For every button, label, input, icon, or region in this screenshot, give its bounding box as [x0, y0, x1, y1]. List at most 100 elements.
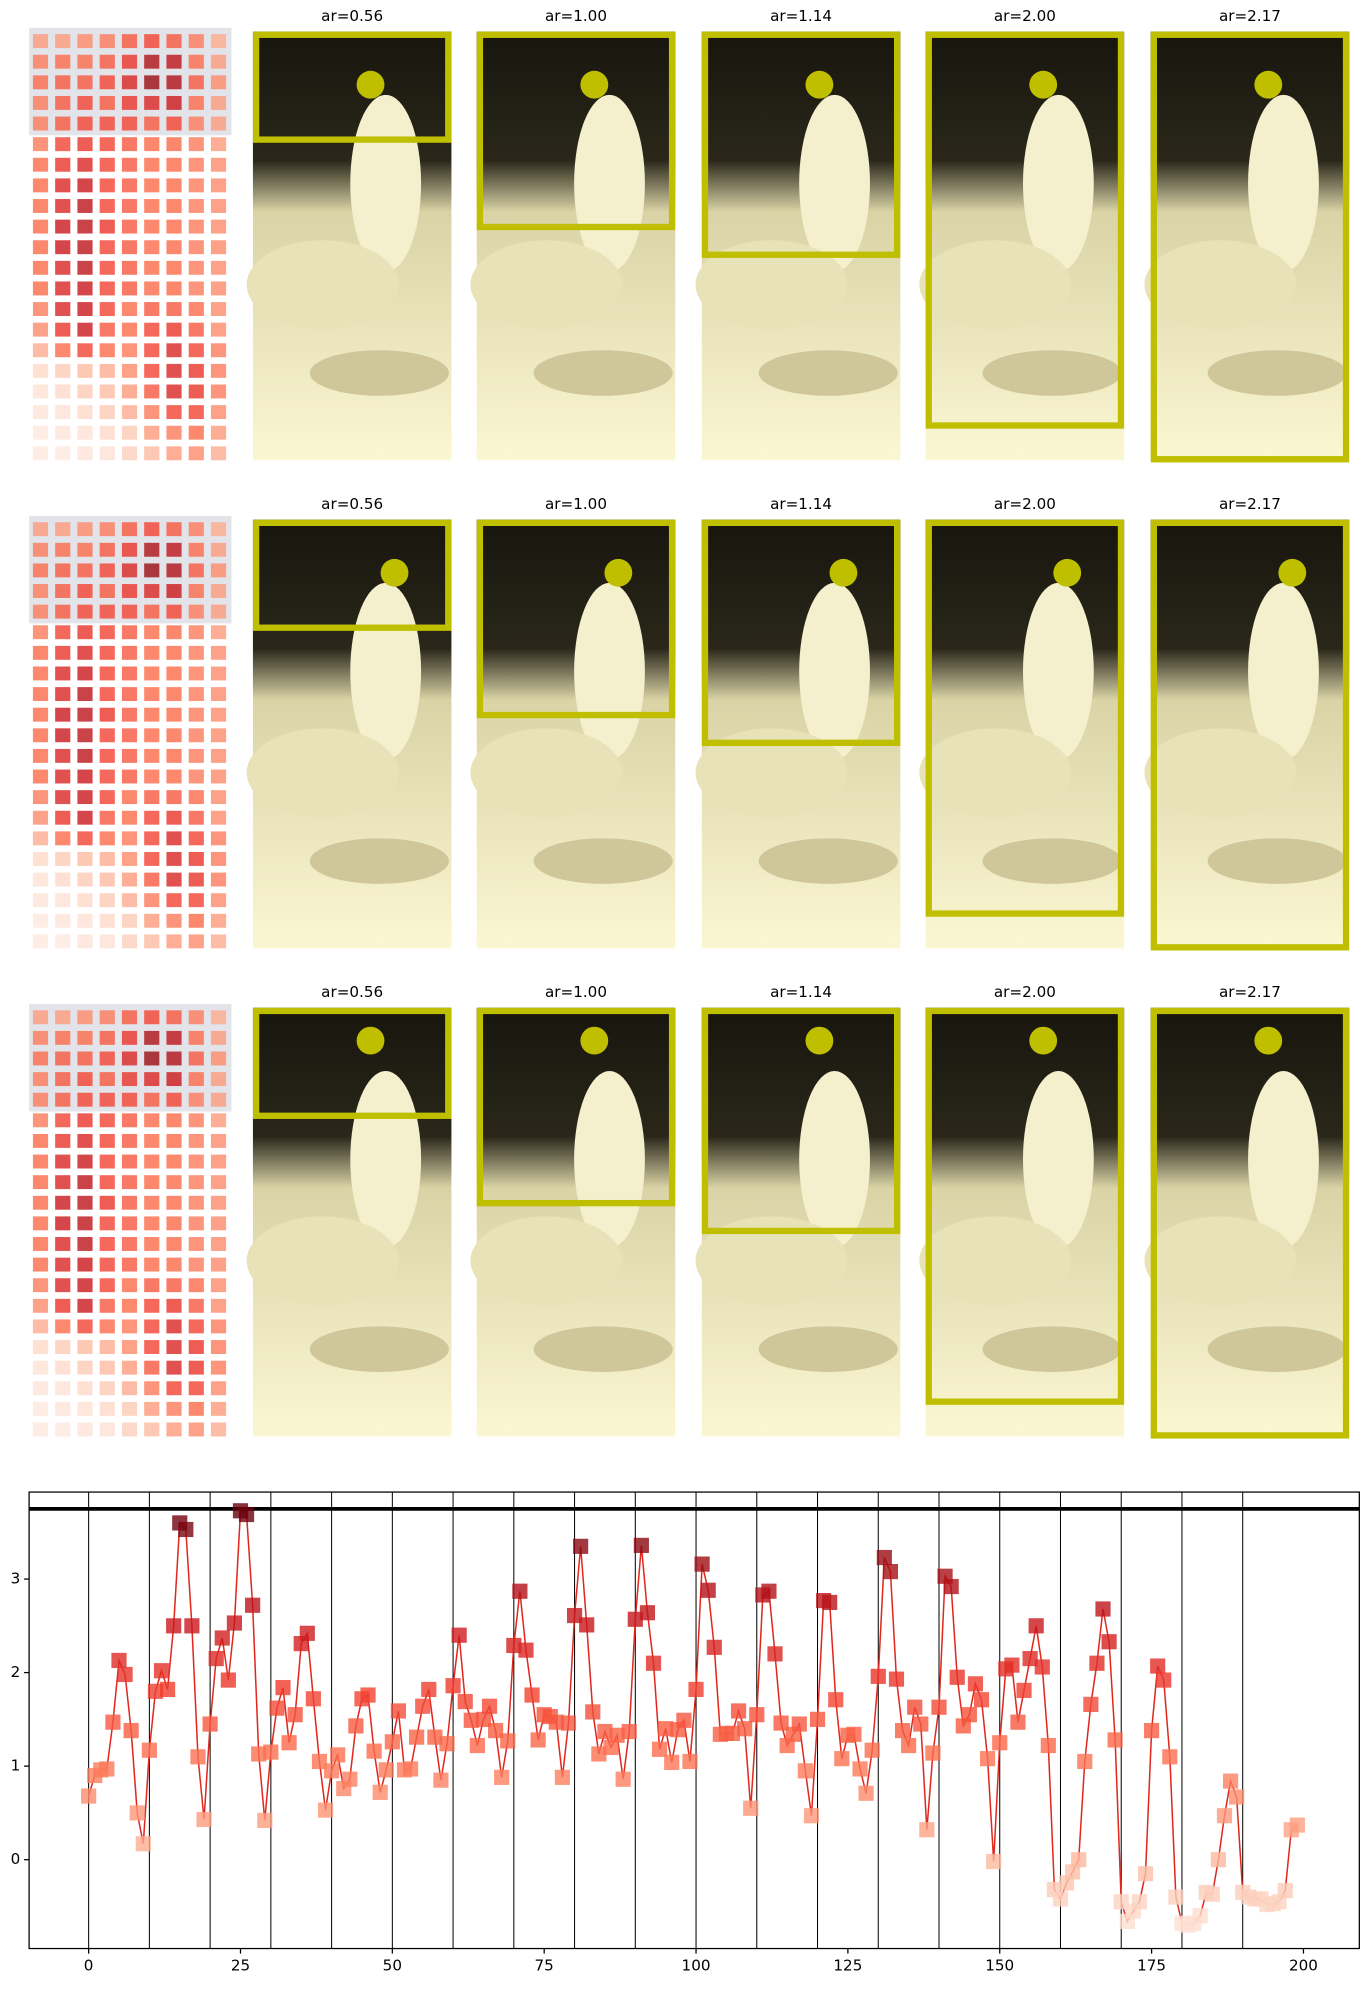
crop-box	[252, 519, 452, 631]
photo-figure	[246, 1216, 399, 1305]
heatmap-cell	[99, 1257, 115, 1272]
heatmap-cell	[188, 1237, 204, 1251]
heatmap-cell	[166, 1195, 182, 1210]
heatmap-cell	[32, 405, 49, 420]
heatmap-cell	[32, 893, 49, 908]
marker	[1222, 1773, 1239, 1789]
heatmap-cell	[144, 157, 160, 172]
heatmap-cell	[32, 1216, 49, 1231]
heatmap-cell	[188, 913, 204, 928]
heatmap-cell	[32, 75, 49, 90]
marker	[196, 1811, 212, 1828]
heatmap-cell	[166, 1237, 182, 1251]
heatmap-cell	[77, 178, 93, 193]
marker	[287, 1707, 303, 1723]
heatmap-cell	[121, 707, 138, 722]
heatmap-cell	[55, 810, 71, 825]
heatmap-cell	[166, 1010, 182, 1025]
marker	[257, 1812, 273, 1828]
heatmap-cell	[55, 384, 71, 399]
heatmap-cell	[99, 810, 115, 825]
heatmap-cell	[99, 1051, 115, 1066]
marker	[743, 1800, 759, 1816]
marker	[688, 1681, 704, 1698]
heatmap-cell	[55, 219, 71, 234]
photo-figure	[982, 838, 1122, 884]
heatmap-cell	[210, 1113, 227, 1128]
heatmap-cell	[121, 1154, 138, 1169]
heatmap-cell	[32, 322, 49, 337]
heatmap-cell	[99, 1072, 115, 1087]
marker	[409, 1729, 425, 1745]
marker	[560, 1715, 577, 1731]
heatmap-cell	[32, 872, 49, 887]
heatmap-cell	[144, 302, 160, 316]
photo-figure	[695, 728, 848, 817]
heatmap-cell	[166, 748, 182, 763]
heatmap-cell	[99, 769, 115, 784]
marker	[919, 1822, 935, 1838]
heatmap-cell	[144, 1340, 160, 1354]
crop-box	[476, 1007, 676, 1207]
heatmap-cell	[77, 1278, 93, 1293]
heatmap-cell	[121, 934, 138, 949]
heatmap-cell	[32, 54, 49, 69]
crop-box	[925, 31, 1125, 429]
heatmap-cell	[188, 790, 204, 805]
heatmap-cell	[144, 913, 160, 928]
marker	[992, 1735, 1008, 1751]
heatmap-cell	[210, 281, 227, 296]
heatmap-cell	[188, 1113, 204, 1128]
marker	[208, 1650, 224, 1667]
heatmap-cell	[144, 54, 160, 69]
heatmap-cell	[188, 748, 204, 763]
heatmap-cell	[55, 707, 71, 722]
heatmap-cell	[99, 625, 115, 640]
heatmap-cell	[32, 1257, 49, 1272]
photo-figure	[799, 582, 870, 760]
heatmap-cell	[55, 322, 71, 337]
marker	[1089, 1655, 1105, 1671]
heatmap-cell	[77, 363, 93, 378]
heatmap-cell	[99, 425, 115, 440]
marker	[390, 1703, 406, 1719]
heatmap-cell	[121, 54, 138, 69]
heatmap-cell	[166, 1381, 182, 1396]
marker	[488, 1723, 504, 1739]
heatmap-cell	[210, 137, 227, 152]
heatmap-cell	[32, 851, 49, 866]
marker	[822, 1594, 838, 1611]
heatmap-cell	[55, 1175, 71, 1190]
marker	[749, 1707, 765, 1723]
heatmap-cell	[99, 1319, 115, 1334]
heatmap-cell	[99, 1401, 115, 1416]
marker	[269, 1700, 285, 1716]
heatmap-cell	[210, 748, 227, 763]
marker	[330, 1747, 346, 1763]
heatmap-cell	[32, 913, 49, 928]
heatmap-cell	[77, 1422, 93, 1437]
heatmap-cell	[32, 584, 49, 598]
heatmap-cell	[32, 34, 49, 49]
marker	[1156, 1672, 1172, 1688]
heatmap-cell	[77, 1381, 93, 1396]
heatmap-cell	[99, 446, 115, 461]
heatmap-cell	[32, 240, 49, 255]
heatmap-cell	[166, 790, 182, 805]
heatmap-cell	[188, 405, 204, 420]
panel-title: ar=0.56	[321, 7, 383, 25]
marker	[445, 1678, 461, 1694]
heatmap-cell	[99, 728, 115, 743]
heatmap-cell	[166, 707, 182, 722]
heatmap-cell	[55, 75, 71, 90]
heatmap-cell	[188, 302, 204, 316]
heatmap-cell	[166, 446, 182, 461]
heatmap-cell	[121, 790, 138, 805]
heatmap-cell	[77, 1237, 93, 1251]
marker	[384, 1734, 400, 1750]
heatmap-cell	[77, 1216, 93, 1231]
heatmap-cell	[121, 666, 138, 681]
heatmap-cell	[210, 405, 227, 420]
highlight-dot	[1053, 558, 1082, 587]
marker	[481, 1698, 498, 1714]
